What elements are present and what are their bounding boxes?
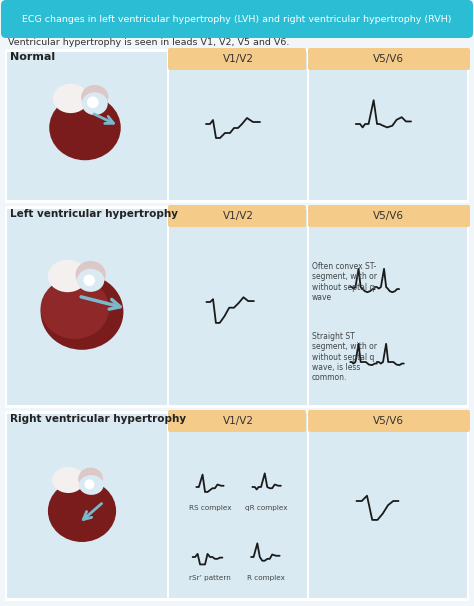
Text: V5/V6: V5/V6 <box>373 211 403 221</box>
Ellipse shape <box>83 275 95 286</box>
FancyBboxPatch shape <box>308 48 470 70</box>
FancyBboxPatch shape <box>308 205 470 227</box>
Ellipse shape <box>48 480 116 542</box>
Bar <box>6 207 468 407</box>
Ellipse shape <box>52 467 84 493</box>
Text: rSr’ pattern: rSr’ pattern <box>189 575 231 581</box>
Text: Often convex ST-
segment, with or
without septal q-
wave: Often convex ST- segment, with or withou… <box>312 262 377 302</box>
FancyBboxPatch shape <box>308 410 470 432</box>
Ellipse shape <box>48 260 87 292</box>
Text: V1/V2: V1/V2 <box>222 211 254 221</box>
FancyBboxPatch shape <box>168 205 306 227</box>
Text: V5/V6: V5/V6 <box>373 416 403 426</box>
Ellipse shape <box>87 96 99 108</box>
Text: Ventricular hypertrophy is seen in leads V1, V2, V5 and V6.: Ventricular hypertrophy is seen in leads… <box>8 38 289 47</box>
Text: V5/V6: V5/V6 <box>373 54 403 64</box>
Ellipse shape <box>41 274 123 350</box>
Text: qR complex: qR complex <box>245 505 287 511</box>
FancyBboxPatch shape <box>168 410 306 432</box>
Ellipse shape <box>41 278 109 339</box>
Ellipse shape <box>79 475 104 495</box>
Ellipse shape <box>77 269 104 292</box>
Text: Left ventricular hypertrophy: Left ventricular hypertrophy <box>10 209 178 219</box>
FancyBboxPatch shape <box>168 48 306 70</box>
Text: Normal: Normal <box>10 52 55 62</box>
Bar <box>6 412 468 600</box>
FancyBboxPatch shape <box>1 0 473 38</box>
Text: Right ventricular hypertrophy: Right ventricular hypertrophy <box>10 414 186 424</box>
Ellipse shape <box>53 84 89 113</box>
Text: RS complex: RS complex <box>189 505 231 511</box>
Text: V1/V2: V1/V2 <box>222 416 254 426</box>
Ellipse shape <box>81 85 109 110</box>
Ellipse shape <box>49 95 121 160</box>
Text: ECG changes in left ventricular hypertrophy (LVH) and right ventricular hypertro: ECG changes in left ventricular hypertro… <box>22 15 452 24</box>
Ellipse shape <box>78 468 103 490</box>
Text: Straight ST
segment, with or
without septal q
wave, is less
common.: Straight ST segment, with or without sep… <box>312 331 377 382</box>
Bar <box>6 50 468 202</box>
Text: R complex: R complex <box>247 575 285 581</box>
Text: V1/V2: V1/V2 <box>222 54 254 64</box>
Ellipse shape <box>84 479 94 489</box>
Ellipse shape <box>82 92 108 115</box>
Ellipse shape <box>75 261 106 288</box>
